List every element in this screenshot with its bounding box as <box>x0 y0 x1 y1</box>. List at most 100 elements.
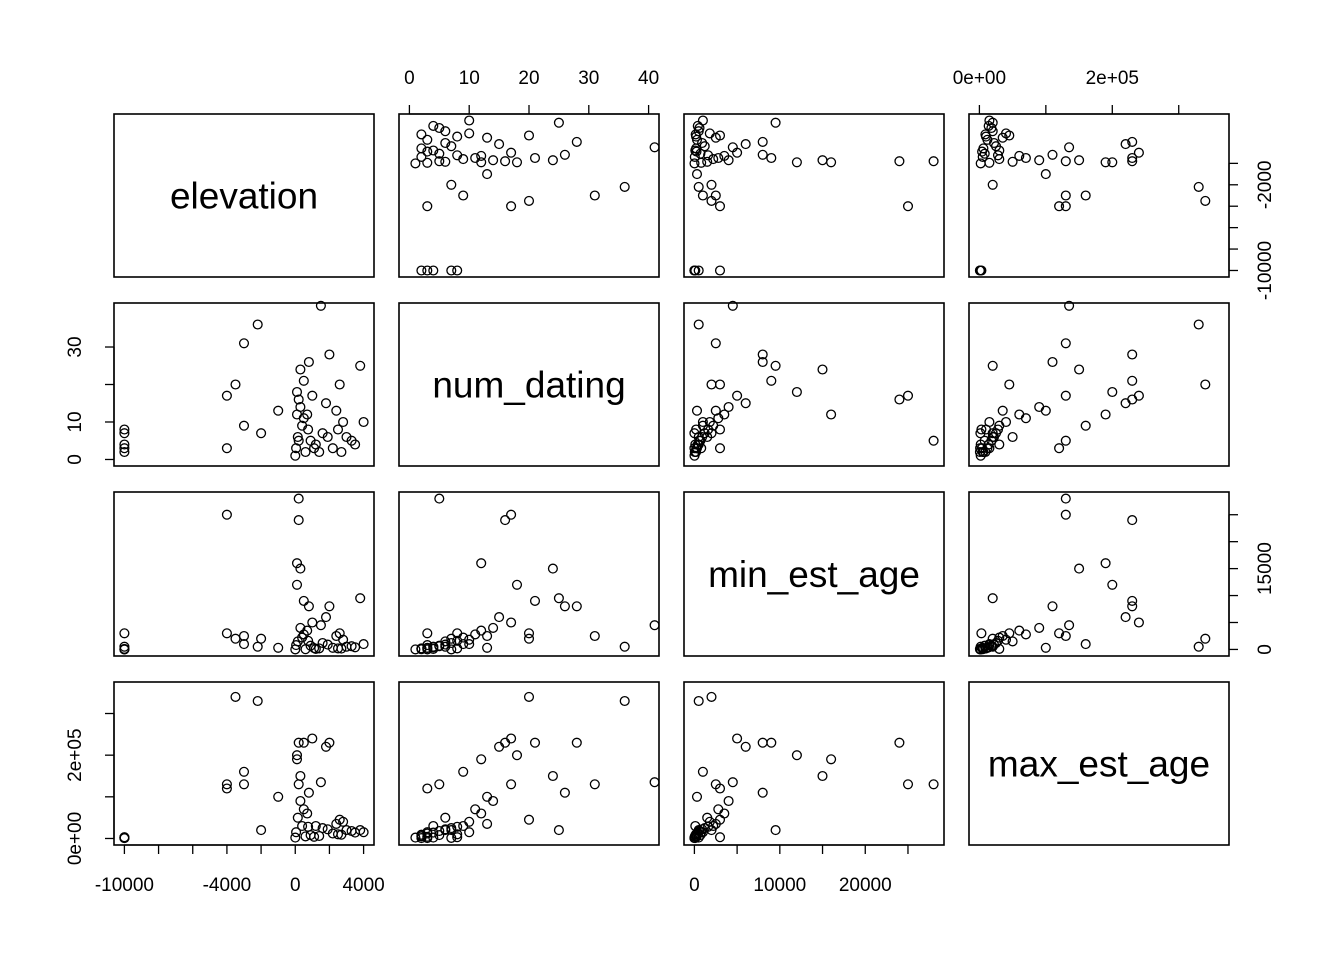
point-r2-c1-19 <box>506 617 517 628</box>
point-r0-c3-11 <box>987 179 998 190</box>
point-r3-c1-3 <box>452 832 463 843</box>
ticklabel-left-max_est_age-2: 2e+05 <box>65 728 86 781</box>
point-r2-c0-44 <box>322 639 333 650</box>
point-r3-c1-9 <box>458 766 469 777</box>
point-r0-c3-20 <box>1064 142 1075 153</box>
point-r1-c2-16 <box>817 364 828 375</box>
point-r0-c1-4 <box>416 265 427 276</box>
point-r1-c2-46 <box>710 405 721 416</box>
point-r2-c3-17 <box>1127 595 1138 606</box>
point-r3-c0-47 <box>303 821 314 832</box>
point-r2-c0-14 <box>293 515 304 526</box>
point-r0-c2-30 <box>689 158 700 169</box>
point-r2-c1-13 <box>434 493 445 504</box>
point-r3-c1-22 <box>494 741 505 752</box>
ticklabel-bottom-elevation-7: 4000 <box>342 875 384 896</box>
point-r2-c1-48 <box>422 643 433 654</box>
point-r3-c2-22 <box>740 741 751 752</box>
point-r0-c1-26 <box>440 126 451 137</box>
point-r0-c2-10 <box>693 181 704 192</box>
point-r1-c2-47 <box>703 424 714 435</box>
point-r1-c0-27 <box>332 424 344 435</box>
point-r3-c0-5 <box>221 779 232 790</box>
point-r3-c2-19 <box>732 733 743 744</box>
point-r2-c1-36 <box>446 637 457 649</box>
point-r2-c1-30 <box>410 644 421 655</box>
point-r1-c3-3 <box>976 424 987 435</box>
panel-frame-r1-c3 <box>968 302 1230 467</box>
point-r3-c0-46 <box>331 818 342 829</box>
point-r3-c0-18 <box>303 787 314 798</box>
point-r3-c1-35 <box>434 830 445 841</box>
point-r3-c0-39 <box>338 816 349 827</box>
point-r3-c1-49 <box>416 829 427 840</box>
point-r1-c0-8 <box>238 338 250 349</box>
point-r0-c2-39 <box>704 128 715 139</box>
point-r2-c0-15 <box>291 558 303 569</box>
point-r1-c3-27 <box>980 424 992 435</box>
point-r3-c0-44 <box>322 824 333 835</box>
ticklabel-right-elevation-0: -10000 <box>1255 241 1276 300</box>
panel-frame-r0-c1 <box>398 113 660 278</box>
point-r2-c0-42 <box>291 579 303 590</box>
point-r1-c0-17 <box>298 375 309 386</box>
point-r1-c0-3 <box>119 424 130 435</box>
ticklabel-bottom-elevation-5: 0 <box>290 875 301 896</box>
point-r0-c1-35 <box>434 148 445 159</box>
data-points <box>119 115 1211 844</box>
point-r2-c3-18 <box>1047 601 1058 612</box>
point-r2-c3-6 <box>1054 628 1065 639</box>
point-r3-c2-42 <box>791 750 802 761</box>
point-r2-c1-24 <box>553 593 564 604</box>
point-r2-c0-22 <box>320 612 332 623</box>
point-r2-c3-41 <box>1034 622 1045 633</box>
point-r1-c0-21 <box>324 349 335 360</box>
point-r3-c1-44 <box>440 824 451 835</box>
point-r1-c0-32 <box>292 431 303 443</box>
point-r0-c2-40 <box>691 143 702 154</box>
point-r0-c2-13 <box>928 156 939 167</box>
point-r3-c1-21 <box>571 737 582 748</box>
point-r1-c0-14 <box>293 394 304 405</box>
ticklabel-left-max_est_age-0: 0e+00 <box>65 812 86 865</box>
point-r3-c0-42 <box>291 750 303 761</box>
point-r1-c3-32 <box>1007 431 1018 443</box>
point-r2-c0-8 <box>238 630 250 642</box>
point-r2-c1-14 <box>500 515 511 526</box>
point-r0-c2-21 <box>757 136 768 147</box>
point-r1-c3-20 <box>1064 300 1075 311</box>
point-r0-c3-32 <box>1007 156 1018 167</box>
variable-label-elevation: elevation <box>170 176 318 217</box>
ticklabel-right-min_est_age-3: 15000 <box>1255 542 1276 595</box>
point-r2-c1-22 <box>494 612 505 623</box>
point-r3-c0-43 <box>298 804 309 815</box>
point-r1-c2-41 <box>723 401 734 413</box>
point-r2-c0-36 <box>317 637 328 649</box>
point-r1-c0-26 <box>341 431 352 443</box>
point-r3-c2-7 <box>706 691 717 702</box>
point-r0-c1-28 <box>428 145 439 156</box>
point-r1-c3-47 <box>992 424 1004 435</box>
point-r2-c3-10 <box>1193 641 1204 652</box>
panel-frame-r1-c1 <box>398 302 660 467</box>
point-r2-c0-49 <box>336 643 347 654</box>
point-r0-c2-22 <box>740 139 751 150</box>
point-r3-c1-6 <box>422 783 433 794</box>
point-r1-c0-1 <box>119 439 130 450</box>
point-r1-c3-18 <box>1047 356 1058 368</box>
point-r2-c3-5 <box>1060 509 1071 520</box>
point-r1-c3-5 <box>1060 390 1071 401</box>
point-r0-c2-20 <box>727 142 738 153</box>
point-r1-c2-48 <box>691 443 702 454</box>
point-r3-c1-46 <box>482 818 493 829</box>
point-r1-c2-19 <box>732 390 743 401</box>
point-r0-c1-22 <box>494 139 505 150</box>
axes: -10000 -4000 0 4000 0 10000 20000 0 10 20 30 40 0e+0… <box>65 68 1276 896</box>
point-r2-c3-15 <box>1100 558 1111 569</box>
point-r0-c3-25 <box>984 115 995 126</box>
point-r3-c1-13 <box>434 779 445 790</box>
point-r1-c0-5 <box>221 390 232 401</box>
point-r0-c1-37 <box>422 134 433 145</box>
point-r0-c2-43 <box>713 152 724 164</box>
point-r1-c0-12 <box>273 405 284 416</box>
